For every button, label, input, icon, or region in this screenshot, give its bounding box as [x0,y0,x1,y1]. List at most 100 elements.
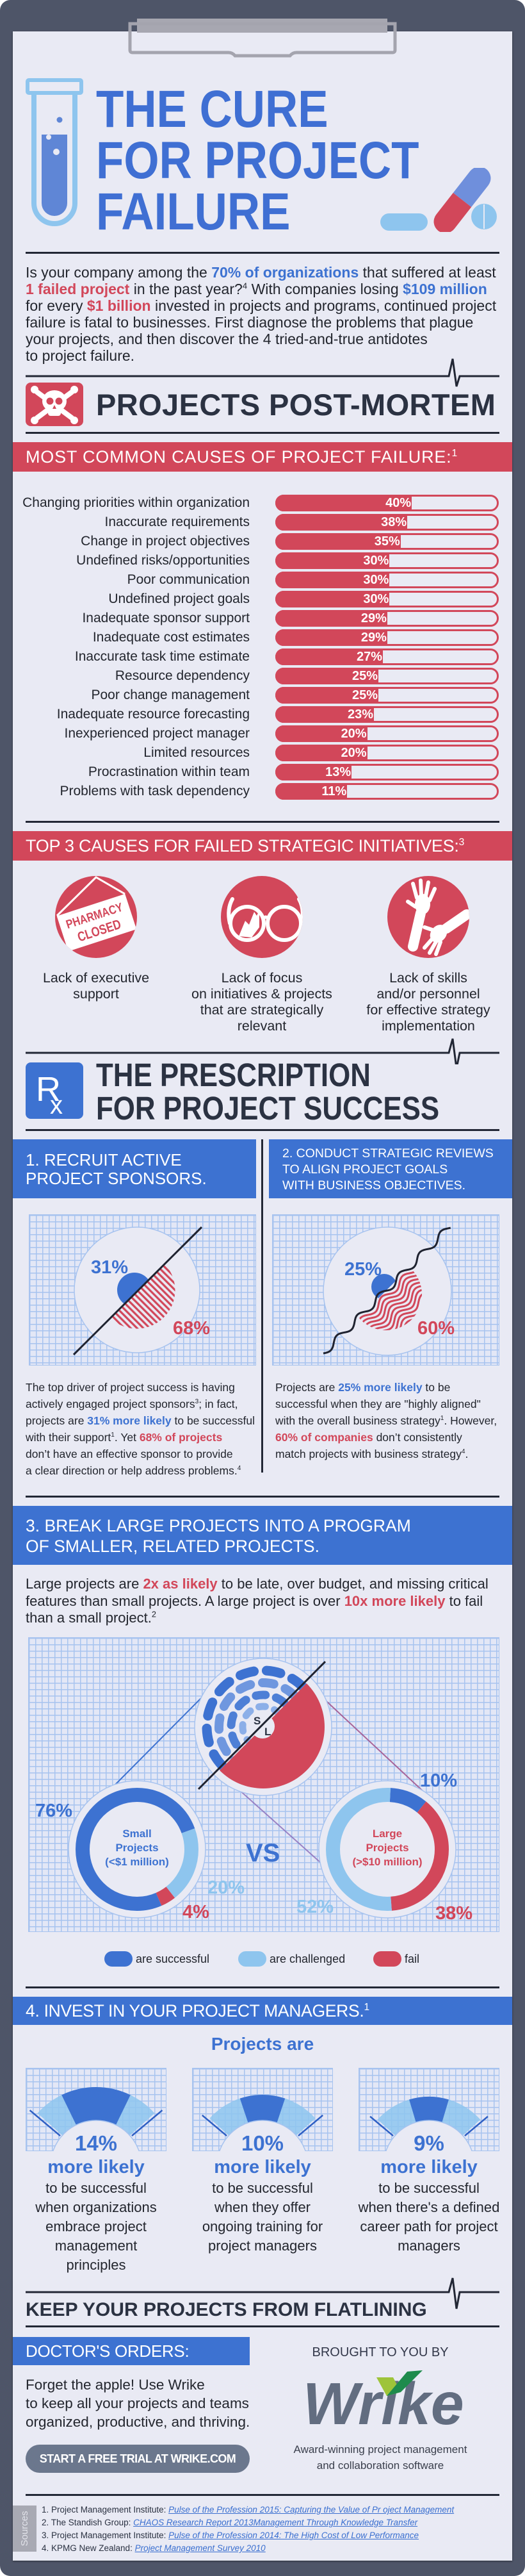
causes-header-text: MOST COMMON CAUSES OF PROJECT FAILURE: [26,447,452,466]
gauge-more-likely: more likely [380,2157,478,2177]
source-link[interactable]: CHAOS Research Report 2013Management Thr… [133,2518,418,2527]
wavy-stripe [350,1259,422,1330]
finger [423,936,435,950]
small-fail-value: 4% [182,1902,209,1922]
upper-arm [408,908,426,952]
no-sponsor-striped-half [110,1264,175,1329]
finger [411,882,419,900]
caption-line: for effective strategy [366,1002,490,1018]
gauge-tick [369,2115,394,2137]
cause-row: Undefined risks/opportunities 30% [0,551,525,570]
caption-line: implementation [382,1018,475,1034]
step3-paragraph: Large projects are 2x as likely to be la… [26,1576,489,1627]
para-text: . [465,1448,469,1460]
cause-row: Resource dependency 25% [0,666,525,686]
cause-label: Undefined project goals [108,591,250,606]
large-projects-donut [326,1788,449,1911]
intro-text: invested in projects and programs, conti… [150,297,497,314]
legend-label: are challenged [270,1953,346,1965]
cause-bar-fill: 38% [275,514,408,531]
step-header-line: OF SMALLER, RELATED PROJECTS. [26,1537,319,1556]
pills-icon [380,168,497,232]
intro-text: in the past year? [129,281,243,297]
cause-row: Inadequate sponsor support 29% [0,609,525,628]
source-item: 3. Project Management Institute: Pulse o… [42,2529,454,2542]
wavy-split-line [323,1226,451,1355]
para-text: a clear direction or help address proble… [26,1464,238,1477]
large-challenged-value: 52% [296,1897,334,1917]
gauge-description: to be successful when there's a defined … [346,2179,512,2256]
cause-bar-fill: 23% [275,706,374,723]
para-text: successful when they are "highly aligned… [275,1398,481,1410]
step-header-line: 3. BREAK LARGE PROJECTS INTO A PROGRAM [26,1516,411,1535]
cause-bar-fill: 11% [275,783,348,800]
heartbeat-icon [26,2277,499,2309]
cause-bar-track: 30% [275,572,499,588]
step2-paragraph: Projects are 25% more likely to be succe… [275,1379,497,1462]
step4-header: 4. INVEST IN YOUR PROJECT MANAGERS.1 [13,1997,512,2025]
para-text: to be successful [171,1414,255,1427]
cause-bar-track: 25% [275,668,499,684]
wavy-stripe [350,1259,422,1330]
source-link[interactable]: Pulse of the Profession 2014: The High C… [168,2531,419,2540]
footnote-ref: 2 [151,1609,156,1619]
caption-line: Lack of focus [221,970,303,986]
tube-bubble [53,149,60,155]
cause-value: 23% [347,707,373,722]
para-text: don’t consistently [373,1431,462,1444]
large-successful-value: 10% [420,1771,457,1791]
cause-row: Inadequate resource forecasting 23% [0,705,525,724]
large-fail-value: 38% [435,1903,472,1924]
title-line: FAILURE [96,183,291,241]
tagline-line: Award-winning project management [293,2443,467,2456]
source-link[interactable]: Project Management Survey 2010 [134,2543,266,2553]
cause-value: 25% [351,688,378,702]
wavy-stripe [350,1259,422,1330]
glasses-lens [266,905,303,942]
step-header-line: 1. RECRUIT ACTIVE [26,1150,182,1169]
step1-header: 1. RECRUIT ACTIVE PROJECT SPONSORS. [13,1139,256,1198]
lower-arm [441,909,469,934]
heartbeat-icon [26,1038,499,1064]
brought-to-you-by: BROUGHT TO YOU BY [312,2345,449,2359]
cause-value: 13% [325,765,351,779]
para-text: features than small projects. A large pr… [26,1592,344,1609]
eye [55,397,63,405]
heading-line: FOR PROJECT SUCCESS [96,1090,440,1127]
para-text: . Yet [114,1431,140,1444]
donut-segment-fail [326,1788,449,1911]
caption-line: on initiatives & projects [191,986,332,1002]
cause-row: Inexperienced project manager 20% [0,724,525,743]
desc-line: when they offer [214,2199,311,2215]
zoom-line-large [231,1783,321,1863]
bone-knob [70,417,78,424]
title-line: FOR PROJECT [96,131,419,190]
desc-line: to be successful [212,2180,313,2196]
capsule-bottom [433,192,472,232]
large-marker: L [264,1726,271,1738]
heartbeat-line [26,2277,499,2309]
intro-highlight: $1 billion [86,297,151,314]
caption-line: and/or personnel [376,986,480,1002]
tube-liquid [42,135,67,216]
finger [434,940,442,956]
start-free-trial-button[interactable]: START A FREE TRIAL AT WRIKE.COM [26,2445,250,2473]
sign-string [56,876,125,917]
para-text: Large projects are [26,1576,143,1592]
donut-segment-challenged [76,1788,198,1911]
footnote-ref: 1 [451,448,458,459]
cracked-glasses-icon [221,876,303,958]
cause-label: Procrastination within team [88,764,250,779]
rx-icon: R x [26,1062,83,1119]
para-highlight: 25% more likely [338,1381,423,1394]
para-highlight: 2x as likely [143,1576,218,1592]
source-org: Project Management Institute: [51,2505,169,2514]
rx-badge [26,1062,83,1119]
upper-palm [415,894,430,914]
page-title: THE CURE FOR PROJECT FAILURE [96,83,469,241]
capsule-top [453,168,491,208]
cause-bar-track: 30% [275,591,499,607]
doctors-orders-text: Forget the apple! Use Wrike to keep all … [26,2375,250,2431]
source-link[interactable]: Pulse of the Profession 2015: Capturing … [168,2505,455,2514]
cause-bar-track: 35% [275,533,499,550]
